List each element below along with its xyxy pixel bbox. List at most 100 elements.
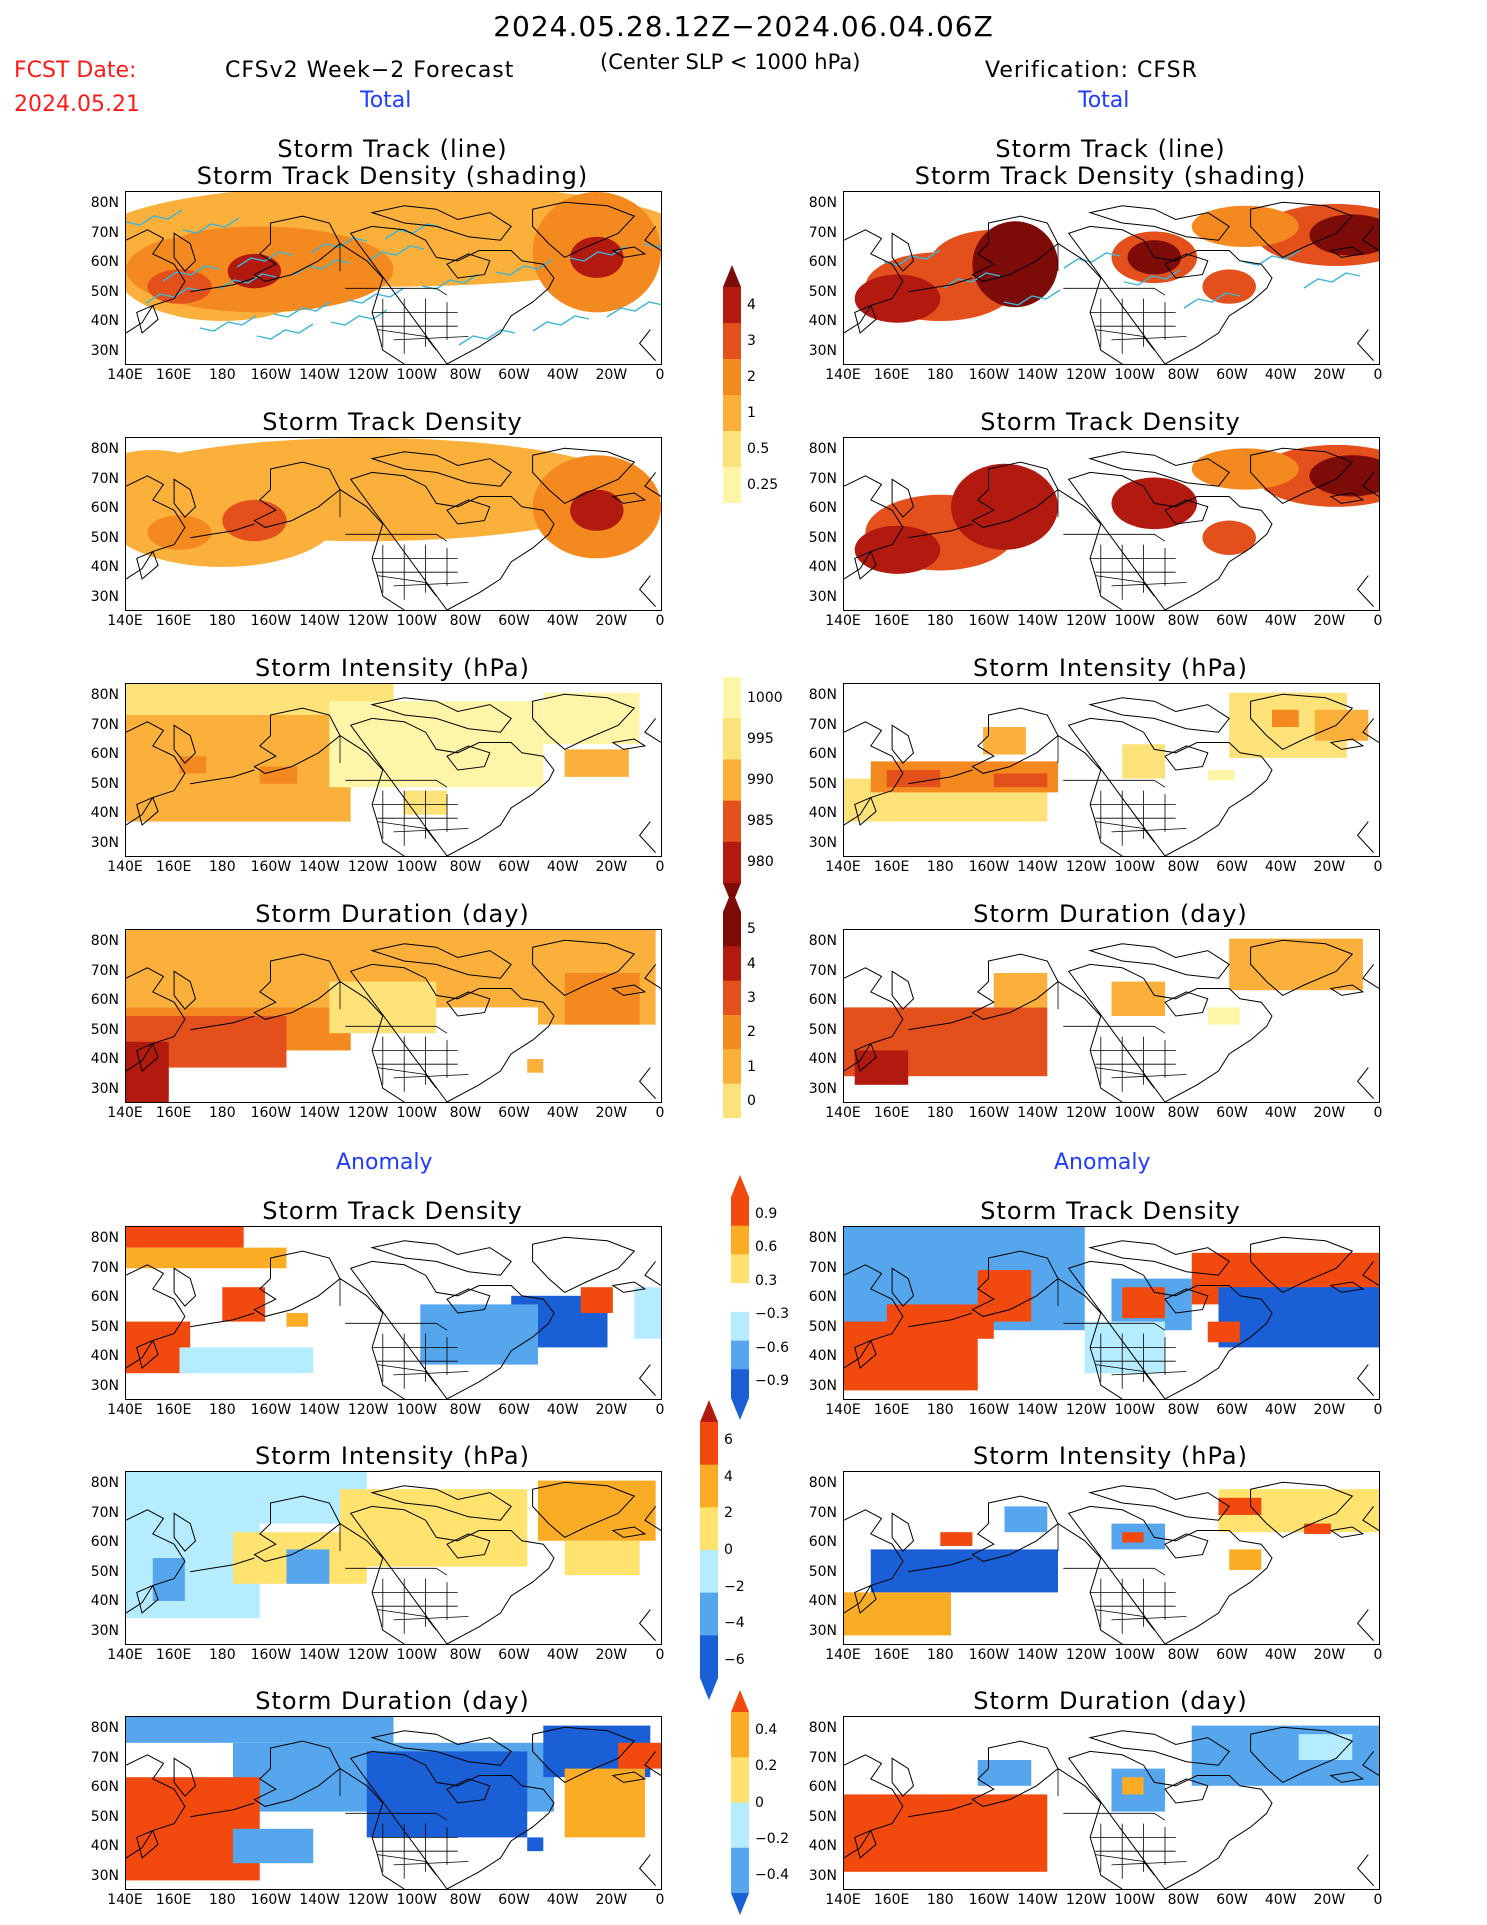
coastline-alaska	[971, 1740, 1059, 1807]
coastline-green	[532, 201, 636, 258]
coastline-kam	[173, 1512, 197, 1552]
coastline-aleut	[908, 1802, 973, 1818]
colorbar-arrow-top	[723, 265, 741, 287]
longitude-label: 20W	[1313, 1105, 1346, 1121]
colorbar-arrow-top	[723, 655, 741, 677]
coastline-europe	[1362, 964, 1379, 989]
longitude-label: 40W	[1264, 859, 1297, 875]
latitude-label: 30N	[90, 1377, 119, 1394]
shaded-region	[147, 269, 212, 304]
colorbar-label: 0	[755, 1794, 764, 1811]
storm-track-line	[256, 323, 314, 340]
longitude-label: 160E	[873, 613, 910, 629]
coastline-kam	[891, 724, 915, 764]
storm-track-line	[384, 223, 442, 240]
latitude-label: 50N	[808, 1021, 837, 1038]
latitude-label: 50N	[808, 529, 837, 546]
latitude-label: 50N	[90, 1021, 119, 1038]
longitude-label: 40W	[1264, 367, 1297, 383]
shaded-region	[152, 1558, 185, 1601]
colorbar-swatch	[700, 1507, 718, 1551]
longitude-label: 160E	[155, 1892, 192, 1908]
latitude-label: 50N	[90, 1563, 119, 1580]
coastline-africa	[638, 1364, 656, 1396]
latitude-label: 50N	[808, 1563, 837, 1580]
coastline-green	[532, 1726, 636, 1783]
political-borders	[1057, 243, 1187, 354]
longitude-label: 160E	[873, 1402, 910, 1418]
colorbar-label: −2	[724, 1578, 745, 1595]
coastline-asia	[844, 475, 904, 580]
coastline-africa	[638, 1854, 656, 1886]
storm-track-line	[310, 237, 368, 254]
longitude-label: 80W	[1167, 367, 1200, 383]
coastline-japan	[854, 1339, 877, 1369]
coastline-arctic	[1088, 1240, 1230, 1276]
longitude-label: 0	[655, 1402, 665, 1418]
storm-track-line	[126, 209, 183, 226]
latitude-label: 80N	[808, 687, 837, 703]
longitude-label: 140W	[299, 1105, 340, 1121]
coastline-asia	[844, 967, 904, 1072]
colorbar-label: −6	[724, 1651, 745, 1668]
longitude-label: 140E	[107, 859, 143, 875]
coastline-hudson	[446, 991, 491, 1017]
coastline-kam	[173, 1757, 197, 1797]
longitude-label: 180	[208, 1647, 236, 1663]
latitude-label: 60N	[90, 992, 119, 1008]
shaded-region	[854, 525, 941, 574]
longitude-label: 180	[208, 367, 236, 383]
longitude-label: 40W	[1264, 613, 1297, 629]
colorbar-swatch	[731, 1283, 749, 1313]
longitude-label: 140W	[1017, 613, 1058, 629]
longitude-label: 60W	[1216, 367, 1248, 383]
longitude-label: 60W	[498, 859, 530, 875]
coastline-alaska	[253, 953, 341, 1020]
coastline-aleut	[908, 1312, 973, 1328]
longitude-label: 140E	[107, 1105, 143, 1121]
longitude-label: 60W	[498, 1892, 530, 1908]
shaded-region	[126, 761, 351, 822]
coastline-africa	[638, 575, 656, 607]
latitude-label: 50N	[90, 775, 119, 792]
colorbar-swatch	[723, 677, 741, 719]
coastline-namer	[339, 963, 555, 1102]
latitude-label: 80N	[808, 1720, 837, 1736]
longitude-label: 0	[1373, 1402, 1383, 1418]
shaded-region	[286, 1313, 308, 1327]
coastline-aleut	[908, 769, 973, 785]
political-borders	[1057, 981, 1187, 1092]
longitude-label: 140E	[107, 1402, 143, 1418]
coastline-iceland	[1329, 1771, 1365, 1783]
shaded-region	[126, 1472, 367, 1524]
political-borders	[1057, 489, 1187, 600]
longitude-label: 160E	[155, 367, 192, 383]
colorbar-swatch	[723, 467, 741, 504]
coastline-namer	[339, 717, 555, 856]
storm-track-line	[1183, 292, 1241, 309]
shaded-region	[972, 221, 1058, 308]
coastline-namer	[1057, 225, 1273, 364]
coastline-aleut	[190, 1802, 255, 1818]
colorbar	[723, 655, 741, 905]
coastline-asia	[844, 229, 904, 334]
shaded-region	[634, 1287, 661, 1339]
latitude-label: 50N	[808, 775, 837, 792]
storm-track-line	[943, 272, 1001, 289]
coastline-iceland	[611, 246, 647, 258]
colorbar-label: 2	[724, 1505, 733, 1522]
map-panel	[843, 1471, 1380, 1645]
shaded-region	[564, 749, 629, 777]
coastline-japan	[136, 304, 159, 334]
total-label-left: Total	[360, 88, 412, 113]
map-panel	[843, 437, 1380, 611]
coastline-europe	[1362, 718, 1379, 743]
longitude-label: 120W	[347, 1402, 389, 1418]
slp-criterion: (Center SLP < 1000 hPa)	[600, 50, 861, 74]
colorbar-swatch	[731, 1757, 749, 1803]
longitude-label: 160W	[968, 613, 1010, 629]
longitude-label: 80W	[1167, 1892, 1200, 1908]
coastline-iceland	[1329, 246, 1365, 258]
latitude-label: 40N	[808, 1838, 837, 1854]
latitude-label: 60N	[808, 254, 837, 270]
